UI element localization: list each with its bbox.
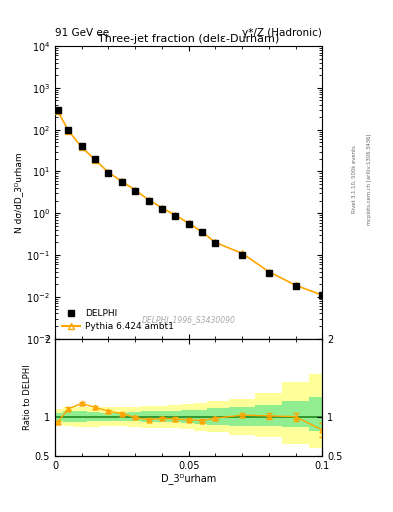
Text: 91 GeV ee: 91 GeV ee [55, 28, 109, 38]
Legend: DELPHI, Pythia 6.424 ambt1: DELPHI, Pythia 6.424 ambt1 [59, 306, 176, 334]
Text: mcplots.cern.ch [arXiv:1306.3436]: mcplots.cern.ch [arXiv:1306.3436] [367, 134, 373, 225]
Y-axis label: Ratio to DELPHI: Ratio to DELPHI [23, 365, 32, 430]
Title: Three-jet fraction (delε-Durham): Three-jet fraction (delε-Durham) [98, 34, 279, 44]
Text: Rivet 3.1.10, 500k events: Rivet 3.1.10, 500k events [352, 145, 357, 213]
X-axis label: D_3ᴰurham: D_3ᴰurham [161, 473, 216, 484]
Y-axis label: N dσ/dD_3ᴰurham: N dσ/dD_3ᴰurham [15, 152, 24, 232]
Text: γ*/Z (Hadronic): γ*/Z (Hadronic) [242, 28, 322, 38]
Text: DELPHI_1996_S3430090: DELPHI_1996_S3430090 [142, 315, 235, 324]
